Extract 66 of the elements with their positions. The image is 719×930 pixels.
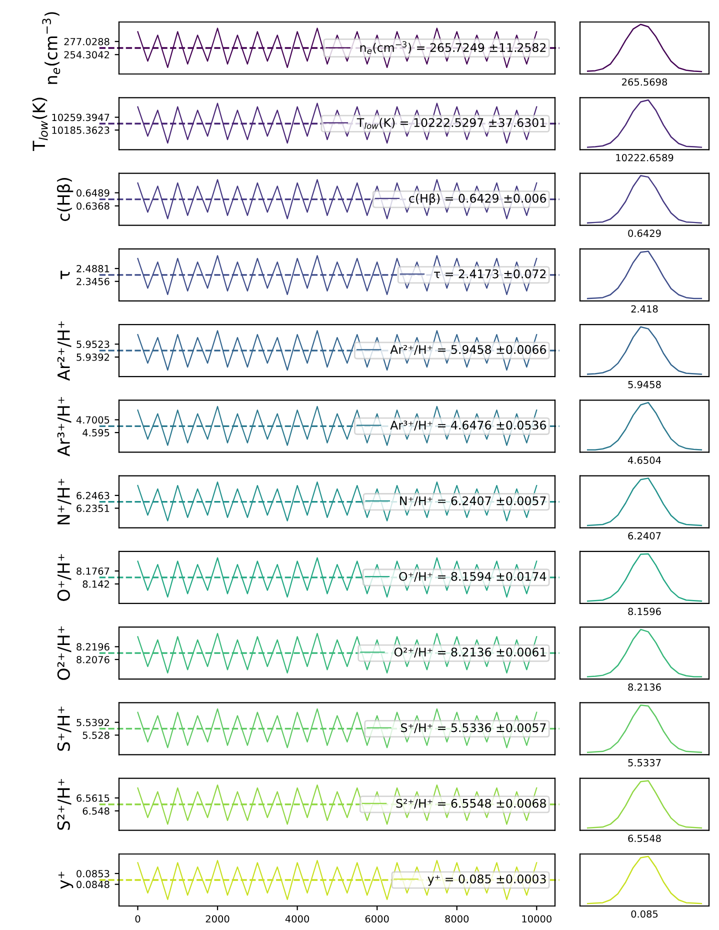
legend-label: Ar²⁺/H⁺ = 5.9458 ±0.0066 [390, 345, 546, 355]
y-tick-label: 8.1767 [76, 567, 110, 575]
legend-label: Ar³⁺/H⁺ = 4.6476 ±0.0536 [390, 420, 546, 431]
y-axis-title: y⁺ [58, 872, 74, 889]
x-tick-label: 2000 [206, 915, 230, 923]
legend-label: c(Hβ) = 0.6429 ±0.006 [409, 194, 546, 206]
y-tick-label: 0.6489 [76, 189, 110, 197]
text: 6.5548 [628, 834, 661, 842]
y-tick-label: 8.2196 [76, 643, 110, 651]
y-axis-title: Ar²⁺/H⁺ [57, 321, 72, 381]
text: 8.1596 [628, 608, 661, 616]
x-tick-label: 8000 [445, 915, 469, 923]
y-tick-label: 0.0848 [76, 880, 110, 888]
x-tick-label: 10000 [522, 915, 552, 923]
y-axis-title: S²⁺/H⁺ [57, 778, 72, 830]
text: 4.6504 [628, 456, 661, 464]
x-tick-label: 6000 [365, 915, 389, 923]
y-axis-title: N⁺/H⁺ [58, 478, 72, 524]
text: 5.9458 [628, 380, 661, 388]
y-tick-label: 5.5392 [76, 718, 109, 726]
y-tick-label: 0.0853 [76, 870, 110, 878]
y-axis-title: O⁺/H⁺ [57, 554, 72, 601]
y-tick-label: 8.142 [82, 580, 109, 588]
y-tick-label: 254.3042 [64, 51, 109, 58]
y-tick-label: 5.528 [82, 732, 110, 739]
legend-label: T$_{low}$(K) = 10222.5297 ±37.6301 [356, 118, 546, 129]
y-tick-label: 6.2463 [76, 492, 110, 500]
text: 265.5698 [622, 78, 668, 86]
legend-label: N⁺/H⁺ = 6.2407 ±0.0057 [400, 496, 546, 506]
legend-label: n$_{e}$(cm$^{−3}$) = 265.7249 ±11.2582 [360, 41, 546, 54]
legend-label: S⁺/H⁺ = 5.5336 ±0.0057 [401, 723, 546, 734]
text: 10222.6589 [616, 154, 674, 162]
text: 0.6429 [628, 230, 661, 237]
y-tick-label: 8.2076 [76, 656, 110, 664]
legend-label: S²⁺/H⁺ = 6.5548 ±0.0068 [396, 798, 546, 809]
y-tick-label: 10259.3947 [52, 114, 110, 122]
legend-label: O⁺/H⁺ = 8.1594 ±0.0174 [399, 572, 546, 582]
x-tick-label: 4000 [285, 915, 310, 923]
text: 5.5337 [628, 759, 661, 766]
y-axis-title: S⁺/H⁺ [57, 706, 72, 751]
y-tick-label: 6.548 [82, 807, 110, 815]
y-tick-label: 5.9523 [76, 340, 110, 348]
y-axis-title: n$_{e}$(cm$^{−3}$) [42, 12, 60, 84]
text: 8.2136 [628, 683, 661, 691]
y-axis-title: Ar³⁺/H⁺ [57, 396, 72, 456]
y-tick-label: 6.2351 [76, 504, 110, 512]
legend-label: y⁺ = 0.085 ±0.0003 [428, 874, 546, 886]
y-axis-title: T$_{low}$(K) [32, 98, 48, 152]
y-tick-label: 5.9392 [76, 354, 109, 361]
text: 0.085 [631, 910, 658, 918]
x-tick-label: 0 [135, 915, 140, 923]
text: 2.418 [631, 305, 658, 313]
y-axis-title: O²⁺/H⁺ [57, 626, 72, 680]
y-axis-title: τ [60, 270, 70, 280]
y-tick-label: 277.0288 [64, 38, 110, 46]
y-tick-label: 2.4881 [76, 264, 110, 272]
y-tick-label: 2.3456 [76, 278, 110, 286]
y-tick-label: 6.5615 [76, 794, 110, 802]
y-tick-label: 10185.3623 [52, 126, 110, 134]
legend-label: O²⁺/H⁺ = 8.2136 ±0.0061 [394, 648, 546, 658]
legend-label: τ = 2.4173 ±0.072 [434, 269, 546, 278]
y-tick-label: 0.6368 [76, 202, 110, 210]
y-tick-label: 4.7005 [76, 416, 110, 424]
text: 6.2407 [628, 532, 661, 540]
y-axis-title: c(Hβ) [56, 178, 74, 222]
y-tick-label: 4.595 [82, 429, 110, 436]
